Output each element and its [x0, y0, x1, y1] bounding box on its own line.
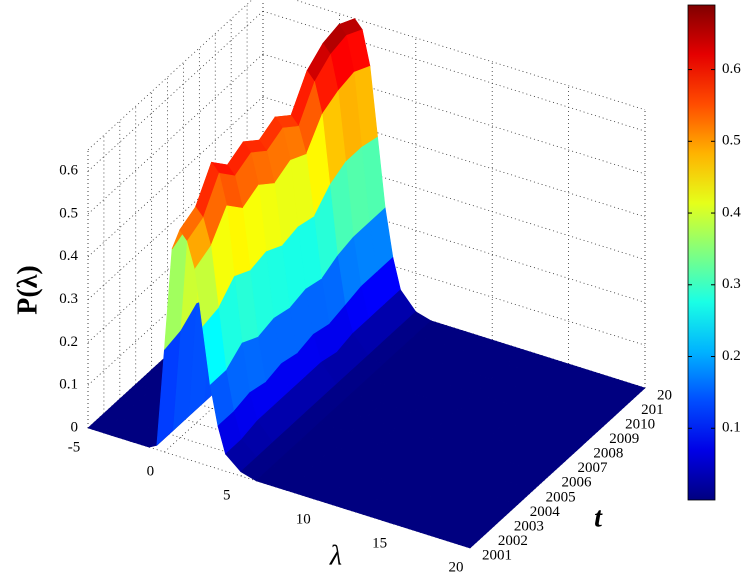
z-tick-label: 0.2 — [59, 334, 78, 350]
y-tick-label: 2007 — [577, 460, 608, 476]
x-tick-label: 15 — [372, 535, 387, 551]
y-tick-label: 2008 — [593, 446, 623, 462]
y-tick-label: 2001 — [482, 547, 512, 563]
y-tick-label: 2010 — [625, 417, 655, 433]
y-axis-label: t — [594, 502, 603, 533]
grid-line — [262, 96, 646, 218]
y-tick-label: 2009 — [609, 431, 639, 447]
grid-line — [262, 53, 646, 175]
x-axis-label: λ — [329, 540, 342, 571]
colorbar-tick-label: 0.3 — [722, 276, 741, 292]
y-tick-label: 2005 — [546, 489, 576, 505]
x-tick-label: 10 — [296, 511, 311, 527]
x-tick-label: 0 — [147, 463, 155, 479]
colorbar-tick-label: 0.5 — [722, 133, 741, 149]
y-tick-label: 20 — [657, 387, 672, 403]
y-tick-label: 2002 — [498, 533, 528, 549]
z-tick-label: 0.6 — [59, 163, 78, 179]
z-tick-label: 0.1 — [59, 377, 78, 393]
y-tick-label: 201 — [641, 402, 664, 418]
surface — [87, 18, 646, 549]
colorbar — [687, 4, 716, 501]
x-tick-label: 20 — [449, 559, 464, 575]
y-tick-label: 2006 — [562, 475, 593, 491]
grid-line — [262, 10, 646, 132]
colorbar-tick-label: 0.2 — [722, 348, 741, 364]
x-tick-label: 5 — [223, 487, 231, 503]
z-tick-label: 0.5 — [59, 205, 78, 221]
z-tick-label: 0.3 — [59, 291, 78, 307]
colorbar-tick-label: 0.4 — [722, 204, 741, 220]
box-edge — [294, 0, 646, 111]
grid-line — [262, 224, 646, 346]
z-axis-label: P(λ) — [12, 265, 43, 315]
x-tick-label: -5 — [68, 439, 81, 455]
grid-line — [262, 182, 646, 303]
z-tick-label: 0.4 — [59, 248, 78, 264]
z-tick-label: 0 — [71, 419, 79, 435]
y-tick-label: 2004 — [530, 504, 561, 520]
colorbar-tick-label: 0.1 — [722, 420, 741, 436]
grid-line — [87, 10, 264, 172]
grid-line — [262, 139, 646, 260]
surface-patch — [393, 509, 487, 549]
colorbar-tick-label: 0.6 — [722, 61, 741, 77]
y-tick-label: 2003 — [514, 518, 544, 534]
box-edge — [87, 0, 253, 151]
